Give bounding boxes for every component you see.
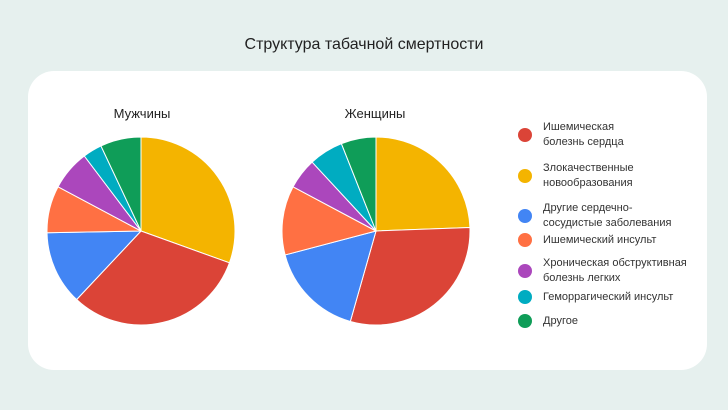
legend-dot [518,169,532,183]
legend-dot [518,290,532,304]
legend-label: Злокачественные новообразования [543,162,634,189]
legend-dot [518,264,532,278]
chart-title-men: Мужчины [113,106,171,121]
pie-chart-men [46,136,236,326]
legend-label: Другое [543,315,578,327]
pie-slice [46,230,143,301]
pie-slice [349,226,471,326]
legend-dot [518,209,532,223]
pie-slice [284,230,377,323]
legend-label: Хроническая обструктивная болезнь легких [543,257,687,284]
pie-slice [75,230,231,326]
legend-label: Ишемическая болезнь сердца [543,121,624,148]
page-title: Структура табачной смертности [244,36,484,53]
pie-slice [281,186,378,256]
pie-slice [100,136,142,232]
chart-title-women: Женщины [344,106,406,121]
pie-chart-women [281,136,471,326]
pie-slice [340,136,377,232]
pie-slice [375,136,471,232]
legend-dot [518,128,532,142]
legend-label: Другие сердечно- сосудистые заболевания [543,202,672,229]
legend-dot [518,314,532,328]
legend-dot [518,233,532,247]
pie-slice [140,136,236,264]
legend-label: Геморрагический инсульт [543,291,674,303]
legend-label: Ишемический инсульт [543,234,657,246]
